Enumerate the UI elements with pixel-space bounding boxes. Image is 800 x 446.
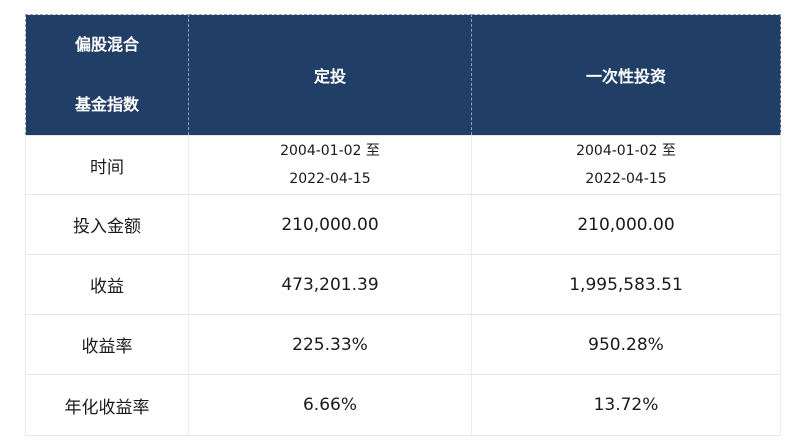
- cell-gain-lumpsum: 1,995,583.51: [471, 254, 781, 315]
- header-fund-index-line2: 基金指数: [74, 95, 139, 114]
- cell-annualized-return-dingtou: 6.66%: [188, 374, 472, 436]
- cell-return-rate-dingtou: 225.33%: [188, 314, 472, 375]
- cell-time-lumpsum-start: 2004-01-02 至: [576, 143, 676, 159]
- table-row-gain: 收益 473,201.39 1,995,583.51: [25, 254, 781, 315]
- row-label-gain: 收益: [25, 254, 189, 315]
- cell-investment-dingtou: 210,000.00: [188, 194, 472, 255]
- comparison-table: 偏股混合 基金指数 定投 一次性投资 时间 2004-01-02 至 2022-…: [25, 14, 781, 436]
- table-row-return-rate: 收益率 225.33% 950.28%: [25, 314, 781, 375]
- row-label-annualized-return: 年化收益率: [25, 374, 189, 436]
- comparison-table-container: 偏股混合 基金指数 定投 一次性投资 时间 2004-01-02 至 2022-…: [25, 14, 781, 436]
- cell-investment-lumpsum: 210,000.00: [471, 194, 781, 255]
- header-fund-index-line1: 偏股混合: [74, 35, 139, 54]
- header-lumpsum: 一次性投资: [471, 14, 781, 136]
- cell-time-lumpsum: 2004-01-02 至 2022-04-15: [471, 135, 781, 195]
- table-row-investment: 投入金额 210,000.00 210,000.00: [25, 194, 781, 255]
- header-fund-index: 偏股混合 基金指数: [25, 14, 189, 136]
- row-label-return-rate: 收益率: [25, 314, 189, 375]
- table-row-time: 时间 2004-01-02 至 2022-04-15 2004-01-02 至 …: [25, 135, 781, 195]
- cell-annualized-return-lumpsum: 13.72%: [471, 374, 781, 436]
- header-dingtou: 定投: [188, 14, 472, 136]
- row-label-time: 时间: [25, 135, 189, 195]
- cell-return-rate-lumpsum: 950.28%: [471, 314, 781, 375]
- cell-time-lumpsum-end: 2022-04-15: [585, 171, 667, 187]
- cell-time-dingtou-start: 2004-01-02 至: [280, 143, 380, 159]
- header-row: 偏股混合 基金指数 定投 一次性投资: [25, 14, 781, 136]
- table-row-annualized-return: 年化收益率 6.66% 13.72%: [25, 374, 781, 436]
- row-label-investment: 投入金额: [25, 194, 189, 255]
- cell-gain-dingtou: 473,201.39: [188, 254, 472, 315]
- cell-time-dingtou-end: 2022-04-15: [289, 171, 371, 187]
- cell-time-dingtou: 2004-01-02 至 2022-04-15: [188, 135, 472, 195]
